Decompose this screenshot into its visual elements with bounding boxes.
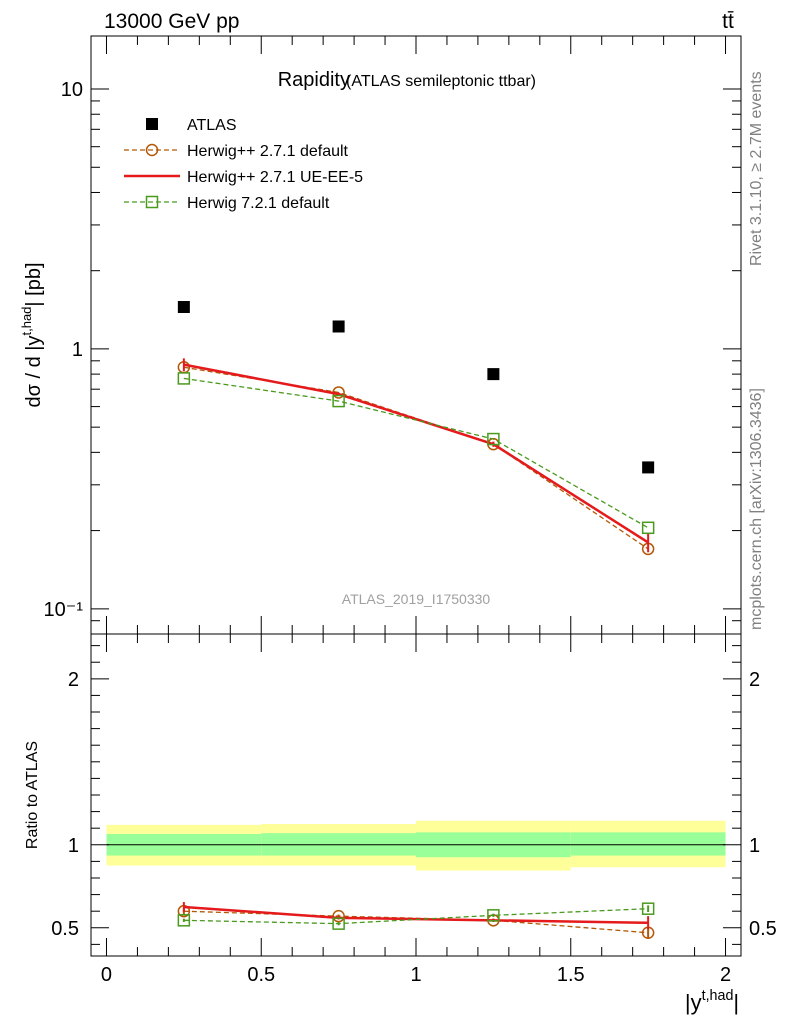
main-panel: 10⁻¹ 1 10 ATLAS_2019_I1750330 Rapidity (AT…: [19, 35, 742, 635]
main-point-herwig-7-2-1-default: [332, 394, 345, 408]
main-line-herwig-7-2-1-default: [183, 377, 649, 529]
ratio-point-herwig-2-7-1-default: [332, 909, 345, 923]
main-point-herwig-7-2-1-default: [487, 432, 500, 446]
mcplots-reference-label: mcplots.cern.ch [arXiv:1306.3436]: [748, 388, 765, 630]
ratio-point-herwig-7-2-1-default: [332, 917, 345, 930]
main-y-tick-label: 10: [61, 79, 83, 101]
ratio-point-herwig-7-2-1-default: [177, 914, 191, 927]
ratio-y-tick-label: 1: [68, 835, 79, 857]
x-tick-label: 0.5: [247, 964, 275, 986]
main-point-atlas: [642, 461, 655, 474]
legend-marker-herwig-2-7-1-default: [145, 143, 159, 157]
analysis-tag: ATLAS_2019_I1750330: [342, 591, 491, 607]
ratio-panel-frame: [90, 633, 742, 957]
ratio-panel: 0.5 0.5 1 1 2 2 0 0.5 1 1.5 2 Ratio to ATLAS |yt,h…: [24, 633, 777, 1015]
main-point-atlas: [487, 368, 500, 381]
ratio-y-tick-label-right: 0.5: [749, 918, 777, 940]
ratio-y-tick-label-right: 2: [749, 669, 760, 691]
ratio-line-herwig-7-2-1-default: [183, 908, 649, 925]
ratio-line-herwig-2-7-1-ue-ee-5: [183, 905, 649, 925]
legend: ATLAS Herwig++ 2.7.1 default Herwig++ 2.7.…: [124, 117, 363, 212]
legend-marker-atlas: [146, 118, 158, 130]
main-point-herwig-7-2-1-default: [177, 372, 191, 385]
legend-label-herwig-2-7-1-default: Herwig++ 2.7.1 default: [187, 143, 349, 160]
x-tick-label: 0: [101, 964, 112, 986]
legend-label-herwig-7-2-1-default: Herwig 7.2.1 default: [187, 195, 330, 212]
main-line-herwig-2-7-1-ue-ee-5: [183, 363, 649, 544]
x-tick-label: 1: [410, 964, 421, 986]
legend-label-atlas: ATLAS: [187, 117, 237, 134]
ratio-y-tick-label: 0.5: [51, 918, 79, 940]
header-process-label: tt̄: [722, 10, 734, 33]
main-line-herwig-2-7-1-default: [183, 366, 649, 550]
plot-title-sub: (ATLAS semileptonic ttbar): [346, 73, 536, 90]
plot-title-main: Rapidity: [278, 69, 350, 91]
ratio-point-herwig-7-2-1-default: [641, 902, 655, 915]
main-y-axis-label: dσ / d |yt,had| [pb]: [19, 262, 45, 407]
main-point-atlas: [177, 300, 190, 313]
main-y-tick-label: 1: [72, 339, 83, 361]
x-tick-label: 1.5: [557, 964, 585, 986]
main-point-atlas: [332, 320, 345, 333]
header-energy-label: 13000 GeV pp: [104, 10, 239, 33]
ratio-point-herwig-7-2-1-default: [487, 909, 500, 922]
legend-label-herwig-2-7-1-ue-ee-5: Herwig++ 2.7.1 UE-EE-5: [187, 169, 363, 186]
ratio-y-tick-label-right: 1: [749, 835, 760, 857]
stat-uncertainty-band: [570, 832, 726, 856]
main-point-herwig-7-2-1-default: [641, 521, 655, 535]
ratio-y-axis-label: Ratio to ATLAS: [24, 741, 41, 849]
ratio-y-tick-label: 2: [68, 669, 79, 691]
x-axis-label: |yt,had|: [685, 988, 739, 1015]
main-y-tick-label: 10⁻¹: [44, 599, 84, 621]
x-tick-label: 2: [720, 964, 731, 986]
legend-marker-herwig-7-2-1-default: [145, 195, 159, 209]
rivet-version-label: Rivet 3.1.10, ≥ 2.7M events: [748, 71, 765, 266]
